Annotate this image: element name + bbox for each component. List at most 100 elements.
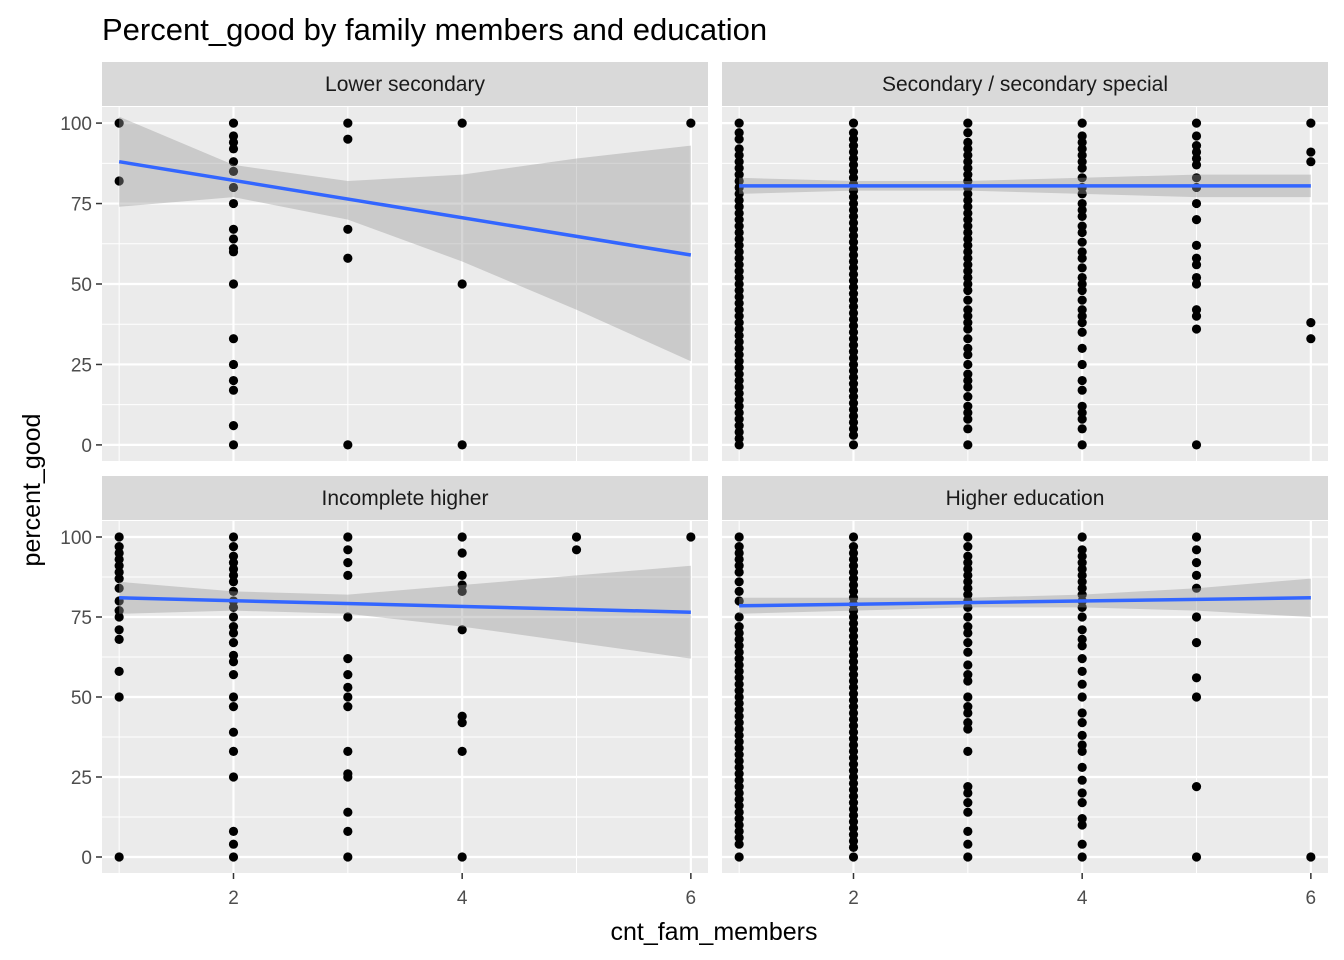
x-tick-label: 4 (1077, 888, 1088, 909)
data-point (1191, 311, 1202, 321)
data-point (848, 836, 859, 846)
data-point (1191, 153, 1202, 164)
y-tick-label: 25 (71, 768, 92, 789)
data-point (1077, 118, 1087, 128)
facet-strip-label: Higher education (946, 487, 1105, 510)
data-point (343, 558, 353, 568)
data-point (1077, 305, 1087, 315)
data-point (343, 532, 353, 542)
data-point (228, 359, 239, 370)
data-point (1191, 782, 1202, 792)
data-point (1191, 147, 1202, 157)
data-point (963, 826, 973, 837)
data-point (228, 279, 239, 289)
data-point (734, 215, 744, 225)
data-point (1191, 279, 1202, 289)
data-point (734, 298, 744, 308)
data-point (1077, 343, 1087, 353)
data-point (963, 424, 973, 434)
data-point (734, 577, 744, 587)
y-tick-label: 0 (81, 436, 92, 457)
data-point (228, 440, 239, 450)
data-point (963, 583, 973, 593)
data-point (848, 721, 859, 731)
data-point (963, 408, 973, 418)
data-point (963, 401, 973, 411)
data-point (734, 775, 744, 785)
data-point (963, 708, 973, 718)
data-point (848, 192, 859, 202)
data-point (848, 689, 859, 699)
data-point (734, 356, 744, 366)
fit-line (118, 159, 692, 257)
data-point (848, 128, 859, 138)
data-point (848, 823, 859, 833)
data-point (734, 144, 744, 154)
data-point (848, 561, 859, 571)
data-point (343, 440, 353, 450)
data-point (343, 692, 353, 702)
data-point (734, 532, 744, 542)
data-point (848, 398, 859, 408)
data-point (734, 711, 744, 721)
data-point (734, 176, 744, 186)
data-point (343, 654, 353, 664)
data-point (1191, 583, 1202, 593)
data-point (457, 118, 467, 128)
data-point (1306, 147, 1316, 157)
data-point (734, 647, 744, 657)
facet-strip (722, 62, 1328, 106)
data-point (734, 279, 744, 289)
data-point (343, 807, 353, 817)
data-point (734, 724, 744, 734)
data-point (1077, 424, 1087, 434)
y-tick-label: 50 (71, 688, 92, 709)
data-point (1077, 272, 1087, 283)
data-point (734, 641, 744, 651)
data-point (848, 766, 859, 776)
data-point (848, 276, 859, 286)
data-point (343, 253, 353, 263)
data-point (848, 682, 859, 693)
data-point (963, 350, 973, 360)
data-point (734, 679, 744, 689)
data-point (963, 118, 973, 128)
x-tick-label: 6 (1306, 888, 1317, 909)
data-point (848, 263, 859, 273)
data-point (848, 663, 859, 673)
data-point (734, 247, 744, 257)
y-tick-label: 75 (71, 195, 92, 216)
data-point (963, 647, 973, 657)
data-point (734, 189, 744, 199)
data-point (734, 756, 744, 766)
data-point (734, 421, 744, 431)
data-point (457, 746, 467, 757)
data-point (734, 807, 744, 817)
data-point (848, 198, 859, 209)
x-tick-label: 2 (228, 888, 239, 909)
data-point (848, 160, 859, 170)
data-point (1077, 253, 1087, 263)
data-point (848, 334, 859, 344)
data-point (963, 782, 973, 792)
data-point (1077, 679, 1087, 689)
data-point (1191, 253, 1202, 263)
data-point (734, 150, 744, 160)
facet-panel: Lower secondary 0 25 50 75 100 (60, 62, 708, 461)
data-point (343, 545, 353, 555)
data-point (1306, 852, 1316, 862)
data-point (1191, 324, 1202, 334)
data-point (1077, 564, 1087, 574)
data-point (963, 144, 973, 154)
y-tick-label: 100 (60, 114, 92, 135)
data-point (571, 532, 582, 542)
data-point (734, 666, 744, 677)
data-point (228, 657, 239, 667)
data-point (963, 221, 973, 231)
data-point (1077, 641, 1087, 651)
data-point (1077, 311, 1087, 321)
data-point (963, 676, 973, 686)
data-point (1191, 198, 1202, 209)
data-point (734, 628, 744, 638)
data-point (963, 807, 973, 817)
